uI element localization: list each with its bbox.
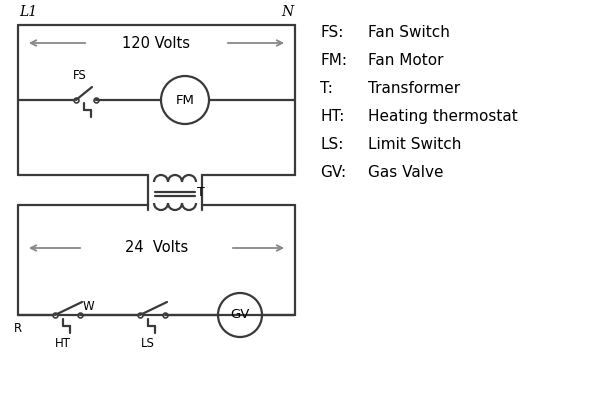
Text: T: T — [197, 186, 205, 200]
Text: LS: LS — [141, 337, 155, 350]
Text: HT:: HT: — [320, 109, 345, 124]
Text: GV: GV — [230, 308, 250, 322]
Text: R: R — [14, 322, 22, 335]
Text: Fan Switch: Fan Switch — [368, 25, 450, 40]
Text: N: N — [281, 5, 293, 19]
Text: 24  Volts: 24 Volts — [125, 240, 188, 256]
Text: FM: FM — [176, 94, 195, 106]
Text: L1: L1 — [19, 5, 37, 19]
Text: GV:: GV: — [320, 165, 346, 180]
Text: FM:: FM: — [320, 53, 347, 68]
Text: Gas Valve: Gas Valve — [368, 165, 444, 180]
Text: FS: FS — [73, 69, 87, 82]
Text: HT: HT — [55, 337, 71, 350]
Text: LS:: LS: — [320, 137, 343, 152]
Text: T:: T: — [320, 81, 333, 96]
Text: 120 Volts: 120 Volts — [123, 36, 191, 50]
Text: W: W — [83, 300, 94, 313]
Text: Heating thermostat: Heating thermostat — [368, 109, 518, 124]
Text: FS:: FS: — [320, 25, 343, 40]
Text: Transformer: Transformer — [368, 81, 460, 96]
Text: Fan Motor: Fan Motor — [368, 53, 444, 68]
Text: Limit Switch: Limit Switch — [368, 137, 461, 152]
